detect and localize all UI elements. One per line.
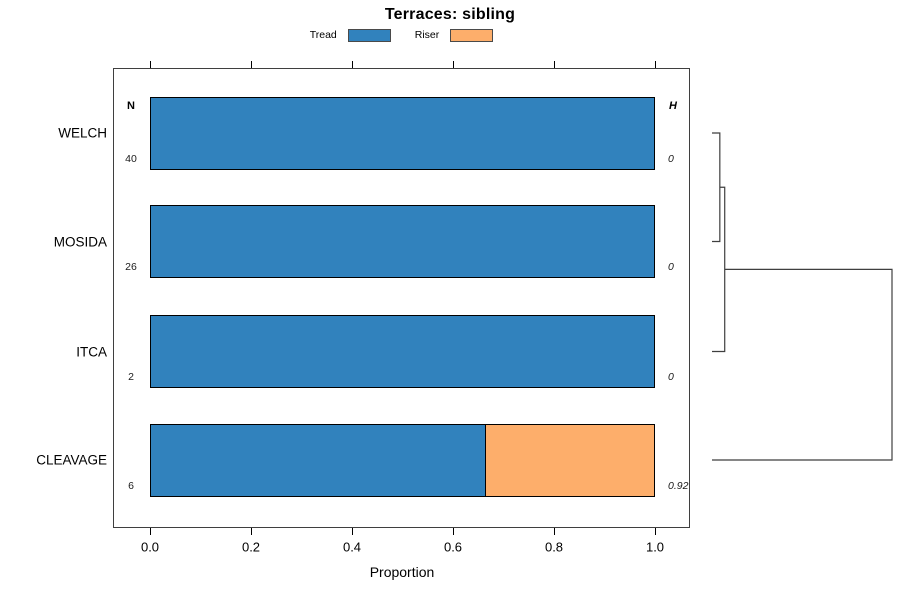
n-column-header: N — [127, 100, 135, 112]
h-value: 0 — [668, 152, 674, 165]
bar-segment-tread — [150, 96, 655, 170]
x-axis-tick-bottom — [351, 528, 353, 535]
h-column-header: H — [669, 100, 677, 112]
x-axis-tick-bottom — [149, 528, 151, 535]
category-label-cleavage: CLEAVAGE — [36, 452, 107, 468]
x-axis-tick-top — [250, 61, 252, 68]
h-value: 0 — [668, 261, 674, 273]
x-axis-tick-label: 0.4 — [342, 539, 362, 555]
bar-segment-tread — [150, 205, 655, 278]
x-axis-tick-top — [654, 61, 656, 68]
legend-item-tread: Tread — [309, 28, 391, 42]
dendrogram-links — [712, 132, 893, 461]
chart-title: Terraces: sibling — [384, 6, 516, 23]
bar-segment-tread — [150, 315, 655, 388]
x-axis-tick-bottom — [452, 528, 454, 535]
x-axis-tick-top — [553, 61, 555, 68]
legend-item-riser: Riser — [414, 28, 494, 42]
n-value: 26 — [125, 261, 137, 273]
x-axis-tick-label: 0.2 — [241, 539, 261, 555]
x-axis-tick-top — [452, 61, 454, 68]
x-axis-tick-top — [351, 61, 353, 68]
h-value: 0.92 — [668, 479, 689, 492]
n-value: 40 — [125, 152, 137, 165]
x-axis-label: Proportion — [369, 564, 435, 580]
bar-segment-riser — [485, 423, 655, 497]
x-axis-tick-label: 1.0 — [645, 539, 665, 555]
x-axis-tick-label: 0.8 — [544, 539, 564, 555]
h-value: 0 — [668, 371, 674, 383]
plot-frame — [113, 68, 690, 528]
n-value: 2 — [128, 371, 134, 383]
legend-item-label: Tread — [309, 29, 337, 41]
x-axis-tick-bottom — [553, 528, 555, 535]
n-value: 6 — [128, 479, 134, 492]
legend-swatch-riser — [450, 28, 494, 42]
x-axis-tick-label: 0.6 — [443, 539, 463, 555]
category-label-welch: WELCH — [58, 125, 107, 141]
legend-item-label: Riser — [414, 29, 440, 41]
legend-swatch-tread — [347, 28, 391, 42]
x-axis-tick-label: 0.0 — [140, 539, 160, 555]
category-label-mosida: MOSIDA — [53, 234, 107, 249]
legend: Tread Riser — [113, 26, 690, 44]
x-axis-tick-bottom — [654, 528, 656, 535]
bar-segment-tread — [150, 423, 487, 497]
x-axis-tick-top — [149, 61, 151, 68]
x-axis-tick-bottom — [250, 528, 252, 535]
category-label-itca: ITCA — [76, 344, 107, 359]
